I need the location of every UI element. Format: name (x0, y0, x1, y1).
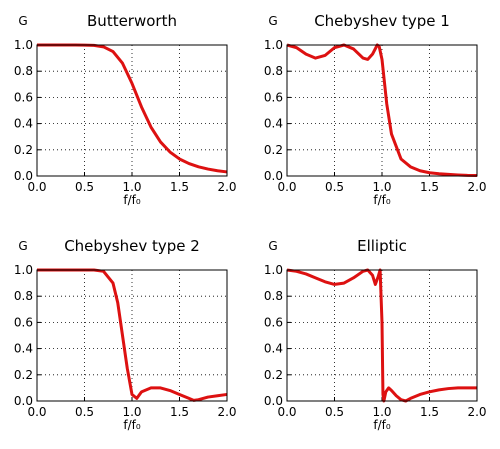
y-tick-label: 1.0 (14, 263, 33, 277)
y-tick-label: 0.4 (14, 342, 33, 356)
x-tick-label: 1.5 (170, 405, 189, 419)
curve (286, 268, 477, 403)
x-tick-label: 0.5 (325, 405, 344, 419)
x-tick-label: 1.5 (420, 180, 439, 194)
curve (37, 43, 228, 174)
x-tick-label: 0.0 (277, 405, 296, 419)
y-tick-label: 0.6 (14, 90, 33, 104)
x-tick-label: 0.0 (277, 180, 296, 194)
y-tick-label: 0.2 (264, 143, 283, 157)
y-axis-label: G (268, 239, 277, 253)
x-tick-label: 0.5 (75, 180, 94, 194)
y-tick-label: 0.0 (14, 169, 33, 183)
curve (37, 268, 228, 402)
x-tick-label: 0.0 (27, 405, 46, 419)
y-tick-label: 0.8 (264, 289, 283, 303)
x-axis-label: f/f₀ (123, 193, 140, 207)
y-tick-label: 0.2 (14, 368, 33, 382)
chart-title: Chebyshev type 2 (64, 237, 200, 255)
y-tick-label: 0.6 (264, 90, 283, 104)
y-tick-label: 1.0 (264, 263, 283, 277)
y-axis-label: G (18, 14, 27, 28)
curve (286, 43, 478, 177)
x-tick-label: 2.0 (217, 405, 236, 419)
plot-frame (286, 269, 478, 402)
plot-frame (286, 44, 478, 177)
y-axis-label: G (18, 239, 27, 253)
x-tick-label: 2.0 (467, 180, 486, 194)
y-tick-label: 0.8 (14, 64, 33, 78)
y-tick-label: 0.2 (264, 368, 283, 382)
chart-title: Butterworth (87, 12, 177, 30)
chart-title: Elliptic (357, 237, 407, 255)
y-tick-label: 0.8 (264, 64, 283, 78)
x-axis-label: f/f₀ (373, 418, 390, 432)
y-tick-label: 0.4 (264, 342, 283, 356)
y-tick-label: 0.8 (14, 289, 33, 303)
chart-title: Chebyshev type 1 (314, 12, 450, 30)
x-tick-label: 1.0 (372, 405, 391, 419)
x-tick-label: 2.0 (217, 180, 236, 194)
y-tick-label: 0.0 (264, 169, 283, 183)
x-tick-label: 1.0 (372, 180, 391, 194)
y-tick-label: 0.0 (264, 394, 283, 408)
y-tick-label: 0.4 (14, 117, 33, 131)
y-tick-label: 1.0 (264, 38, 283, 52)
x-tick-label: 1.5 (420, 405, 439, 419)
y-tick-label: 0.6 (264, 315, 283, 329)
x-tick-label: 0.5 (75, 405, 94, 419)
y-tick-label: 0.0 (14, 394, 33, 408)
x-tick-label: 1.0 (122, 180, 141, 194)
x-axis-label: f/f₀ (373, 193, 390, 207)
plot-frame (36, 269, 228, 402)
y-tick-label: 0.4 (264, 117, 283, 131)
x-tick-label: 0.5 (325, 180, 344, 194)
y-tick-label: 1.0 (14, 38, 33, 52)
y-axis-label: G (268, 14, 277, 28)
y-tick-label: 0.6 (14, 315, 33, 329)
x-tick-label: 2.0 (467, 405, 486, 419)
x-tick-label: 1.0 (122, 405, 141, 419)
y-tick-label: 0.2 (14, 143, 33, 157)
x-axis-label: f/f₀ (123, 418, 140, 432)
plot-frame (36, 44, 228, 177)
x-tick-label: 1.5 (170, 180, 189, 194)
x-tick-label: 0.0 (27, 180, 46, 194)
